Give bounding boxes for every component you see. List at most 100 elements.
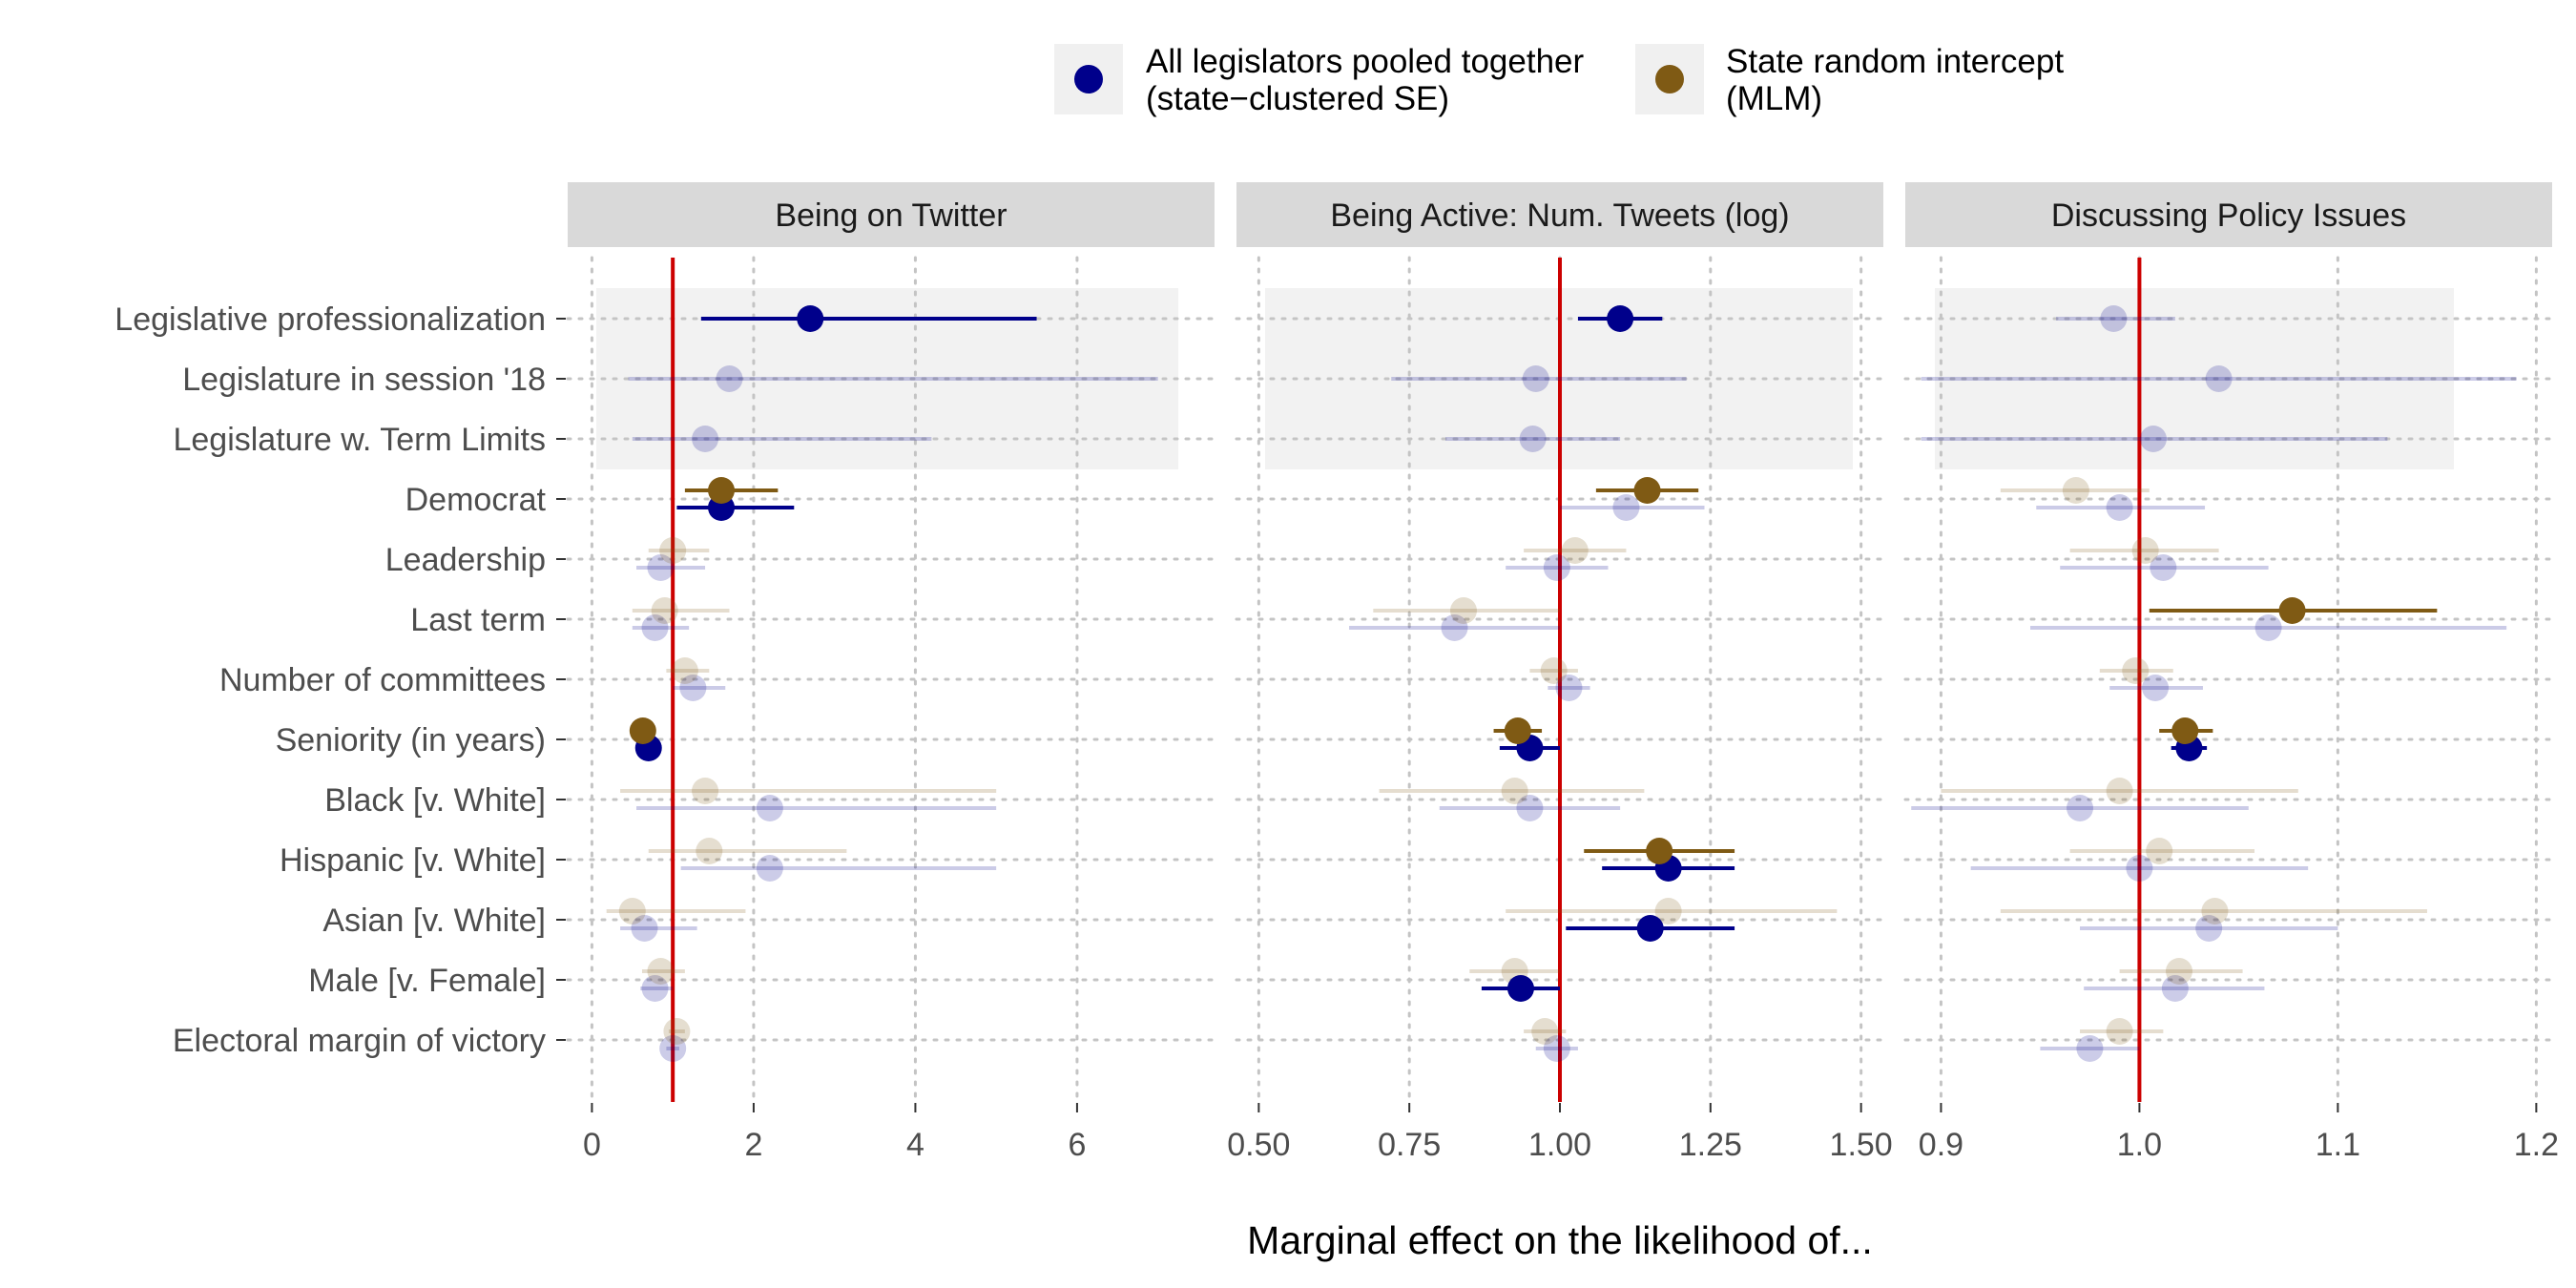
point-estimate-pooled <box>1522 365 1549 392</box>
y-tick-label: Male [v. Female] <box>308 963 546 999</box>
y-tick-label: Legislative professionalization <box>114 301 546 338</box>
point-estimate-pooled <box>2100 305 2128 332</box>
point-estimate-mlm <box>1504 717 1531 744</box>
point-estimate-mlm <box>663 1018 691 1045</box>
x-tick-label: 0.50 <box>1227 1127 1290 1163</box>
point-estimate-pooled <box>1441 614 1468 641</box>
point-estimate-pooled <box>716 365 743 392</box>
point-estimate-pooled <box>1612 494 1640 521</box>
y-tick-label: Number of committees <box>219 662 546 698</box>
point-estimate-pooled <box>2254 614 2282 641</box>
point-estimate-pooled <box>2195 915 2223 942</box>
point-estimate-pooled <box>647 554 675 581</box>
facet-title-policy: Discussing Policy Issues <box>2051 197 2406 234</box>
facet-title-active: Being Active: Num. Tweets (log) <box>1330 197 1789 234</box>
point-estimate-pooled <box>1607 305 1634 332</box>
point-estimate-mlm <box>647 958 675 985</box>
point-estimate-pooled <box>2106 494 2133 521</box>
point-estimate-pooled <box>1516 795 1544 821</box>
legend-marker-pooled <box>1074 65 1103 93</box>
x-tick-label: 1.25 <box>1679 1127 1742 1163</box>
panel-discussing-policy: 0.9 1.0 1.1 1.2 <box>1903 256 2559 1163</box>
point-estimate-pooled <box>1543 554 1570 581</box>
facet-strip-twitter <box>568 182 1215 247</box>
point-estimate-mlm <box>2106 1018 2133 1045</box>
point-estimate-pooled <box>1519 426 1547 452</box>
point-estimate-mlm <box>2166 958 2193 985</box>
point-estimate-pooled <box>1636 915 1664 942</box>
point-estimate-mlm <box>708 477 736 504</box>
point-estimate-pooled <box>641 975 669 1002</box>
x-tick-label: 1.0 <box>2117 1127 2162 1163</box>
point-estimate-pooled <box>797 305 824 332</box>
point-estimate-mlm <box>1633 477 1661 504</box>
x-tick-label: 0.9 <box>1919 1127 1963 1163</box>
point-estimate-mlm <box>629 717 656 744</box>
y-axis-labels: Legislative professionalization Legislatu… <box>114 301 566 1059</box>
facet-strips: Being on Twitter Being Active: Num. Twee… <box>568 182 2552 247</box>
legend-label-pooled-line1: All legislators pooled together <box>1146 43 1585 80</box>
x-tick-label: 4 <box>906 1127 924 1163</box>
point-estimate-mlm <box>2106 778 2133 804</box>
point-estimate-pooled <box>2142 675 2170 701</box>
point-estimate-pooled <box>692 426 719 452</box>
point-estimate-pooled <box>2150 554 2177 581</box>
point-estimate-mlm <box>1540 657 1568 684</box>
point-estimate-pooled <box>2076 1035 2104 1062</box>
facet-strip-active <box>1236 182 1883 247</box>
legend-label-mlm-line2: (MLM) <box>1726 80 1822 117</box>
legend-label-mlm-line1: State random intercept <box>1726 43 2064 80</box>
point-estimate-mlm <box>2146 838 2173 864</box>
point-estimate-mlm <box>1531 1018 1559 1045</box>
point-estimate-mlm <box>1561 537 1589 564</box>
point-estimate-pooled <box>2139 426 2167 452</box>
y-tick-label: Legislature in session '18 <box>182 362 546 398</box>
x-tick-label: 1.50 <box>1830 1127 1893 1163</box>
point-estimate-mlm <box>1646 838 1673 864</box>
point-estimate-mlm <box>1449 597 1477 624</box>
point-estimate-pooled <box>756 855 783 882</box>
point-estimate-mlm <box>651 597 678 624</box>
x-tick-label: 0 <box>583 1127 601 1163</box>
y-tick-label: Black [v. White] <box>324 782 546 819</box>
y-tick-label: Democrat <box>405 482 547 518</box>
point-estimate-pooled <box>679 675 707 701</box>
point-estimate-mlm <box>671 657 698 684</box>
point-estimate-mlm <box>2122 657 2150 684</box>
x-tick-label: 1.1 <box>2316 1127 2360 1163</box>
x-tick-label: 1.00 <box>1528 1127 1591 1163</box>
panel-being-on-twitter: 0 2 4 6 <box>566 256 1216 1163</box>
point-estimate-mlm <box>692 778 719 804</box>
point-estimate-pooled <box>1543 1035 1570 1062</box>
point-estimate-mlm <box>2131 537 2159 564</box>
x-tick-label: 6 <box>1068 1127 1086 1163</box>
point-estimate-pooled <box>631 915 658 942</box>
point-estimate-mlm <box>2171 717 2199 744</box>
x-tick-label: 1.2 <box>2514 1127 2559 1163</box>
point-estimate-mlm <box>659 537 687 564</box>
point-estimate-pooled <box>756 795 783 821</box>
legend-marker-mlm <box>1655 65 1684 93</box>
y-tick-label: Asian [v. White] <box>322 903 546 939</box>
x-axis-title: Marginal effect on the likelihood of... <box>1247 1218 1873 1262</box>
point-estimate-mlm <box>2201 898 2229 924</box>
point-estimate-pooled <box>2126 855 2153 882</box>
point-estimate-pooled <box>641 614 669 641</box>
point-estimate-pooled <box>1555 675 1583 701</box>
point-estimate-mlm <box>2062 477 2089 504</box>
panel-being-active: 0.50 0.75 1.00 1.25 1.50 <box>1227 256 1893 1163</box>
y-tick-label: Electoral margin of victory <box>173 1023 546 1059</box>
point-estimate-mlm <box>618 898 646 924</box>
point-estimate-pooled <box>2161 975 2189 1002</box>
y-tick-label: Hispanic [v. White] <box>280 842 546 879</box>
point-estimate-pooled <box>2205 365 2233 392</box>
y-tick-label: Leadership <box>385 542 546 578</box>
legend-label-pooled-line2: (state−clustered SE) <box>1146 80 1449 117</box>
point-estimate-pooled <box>1506 975 1534 1002</box>
point-estimate-mlm <box>1654 898 1682 924</box>
point-estimate-mlm <box>1501 778 1528 804</box>
point-estimate-pooled <box>659 1035 687 1062</box>
facet-title-twitter: Being on Twitter <box>775 197 1007 234</box>
y-tick-label: Legislature w. Term Limits <box>173 422 546 458</box>
